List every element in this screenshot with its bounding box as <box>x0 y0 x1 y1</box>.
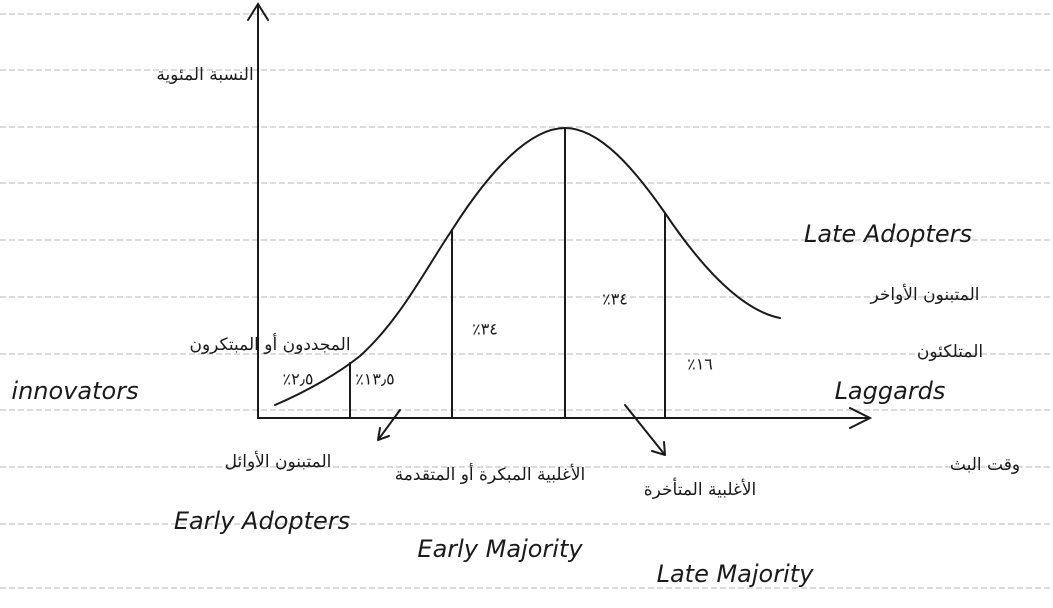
diagram: النسبة المئوية وقت البث ٪٢٫٥ ٪١٣٫٥ ٪٣٤ ٪… <box>0 0 1053 608</box>
x-axis-label: وقت البث <box>950 455 1020 475</box>
segment-percent: ٪٣٤ <box>472 320 498 339</box>
axes <box>248 4 870 428</box>
segment-percent: ٪١٦ <box>687 355 713 374</box>
pointer-arrows <box>378 405 665 455</box>
segment-percent: ٪٢٫٥ <box>283 370 314 389</box>
group-arabic: المتبنون الأوائل <box>225 451 332 472</box>
group-arabic: الأغلبية المتأخرة <box>644 477 757 500</box>
group-arabic: الأغلبية المبكرة أو المتقدمة <box>395 463 586 485</box>
segment-dividers <box>350 128 665 418</box>
group-arabic: المتبنون الأواخر <box>869 284 979 305</box>
segment-percent: ٪١٣٫٥ <box>355 370 395 389</box>
group-english: Late Adopters <box>804 220 972 248</box>
group-arabic: المتلكئون <box>917 342 983 362</box>
group-english: Early Majority <box>417 535 583 563</box>
y-axis-label: النسبة المئوية <box>156 65 253 85</box>
group-english: innovators <box>11 377 138 405</box>
group-arabic: المجددون أو المبتكرون <box>189 333 350 355</box>
group-english: Early Adopters <box>174 507 350 535</box>
segment-percent: ٪٣٤ <box>602 290 628 309</box>
group-english: Laggards <box>835 377 946 405</box>
group-english: Late Majority <box>657 560 815 588</box>
